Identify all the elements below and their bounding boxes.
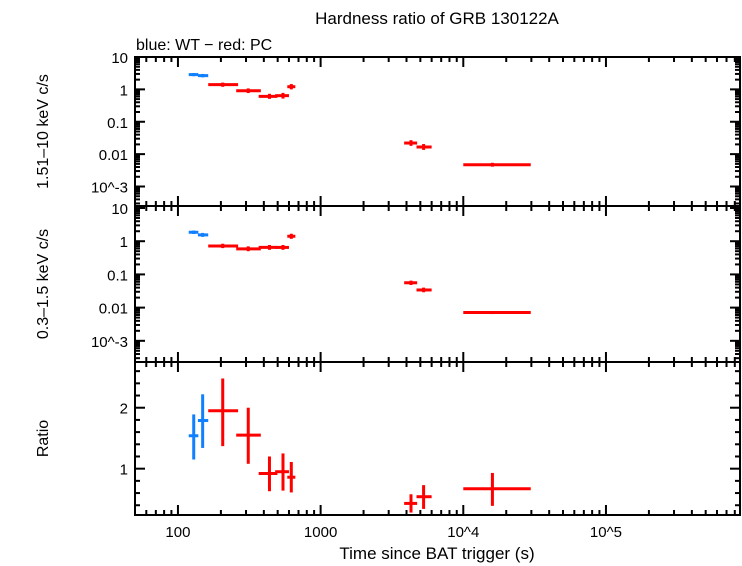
data-point-pc — [236, 407, 261, 464]
y-tick-label: 0.1 — [107, 115, 128, 132]
y-tick-label: 1 — [120, 462, 128, 479]
data-point-pc — [208, 82, 239, 87]
y-tick-label: 0.1 — [107, 267, 128, 284]
x-tick-label: 10^4 — [447, 524, 479, 541]
panel-frame-1 — [134, 205, 741, 363]
y-tick-label: 10 — [111, 201, 128, 218]
y-tick-label: 10^-3 — [91, 334, 128, 351]
y-axis-label-1: 0.3–1.5 keV c/s — [35, 229, 52, 339]
data-point-pc — [416, 485, 432, 509]
data-point-pc — [416, 287, 432, 293]
y-tick-label: 0.01 — [99, 147, 128, 164]
data-point-pc — [275, 244, 289, 250]
data-point-wt — [197, 394, 209, 448]
y-tick-label: 10^-3 — [91, 180, 128, 197]
data-point-pc — [404, 140, 418, 146]
data-point-pc — [287, 233, 296, 239]
data-point-pc — [236, 88, 261, 94]
y-tick-label: 10 — [111, 50, 128, 67]
chart-title: Hardness ratio of GRB 130122A — [315, 9, 559, 28]
y-axis-label-2: Ratio — [35, 420, 52, 457]
data-point-pc — [275, 92, 289, 99]
data-point-pc — [404, 494, 418, 513]
data-point-pc — [463, 472, 531, 506]
data-point-pc — [258, 244, 278, 250]
data-point-pc — [208, 378, 239, 447]
data-point-pc — [287, 461, 296, 493]
y-tick-label: 1 — [120, 82, 128, 99]
x-tick-label: 1000 — [304, 524, 337, 541]
data-point-wt — [188, 230, 199, 234]
x-tick-label: 100 — [165, 524, 190, 541]
panel-frame-0 — [134, 56, 741, 207]
data-point-pc — [208, 243, 239, 249]
x-axis-label: Time since BAT trigger (s) — [339, 544, 534, 563]
data-point-pc — [463, 162, 531, 167]
y-axis-label-0: 1.51–10 keV c/s — [35, 74, 52, 189]
data-point-pc — [258, 456, 278, 492]
y-tick-label: 0.01 — [99, 301, 128, 318]
data-point-wt — [188, 414, 199, 460]
data-point-pc — [258, 93, 278, 99]
data-point-pc — [275, 453, 289, 491]
panel-frame-2 — [134, 361, 741, 516]
data-point-pc — [416, 144, 432, 150]
data-point-pc — [404, 280, 418, 285]
data-point-wt — [197, 232, 209, 237]
chart-subtitle: blue: WT − red: PC — [136, 37, 272, 54]
data-point-wt — [197, 73, 209, 78]
data-point-pc — [287, 84, 296, 90]
x-tick-label: 10^5 — [590, 524, 622, 541]
data-point-wt — [188, 73, 199, 77]
data-point-pc — [236, 246, 261, 252]
data-point-pc — [463, 311, 531, 315]
y-tick-label: 2 — [120, 401, 128, 418]
y-tick-label: 1 — [120, 234, 128, 251]
